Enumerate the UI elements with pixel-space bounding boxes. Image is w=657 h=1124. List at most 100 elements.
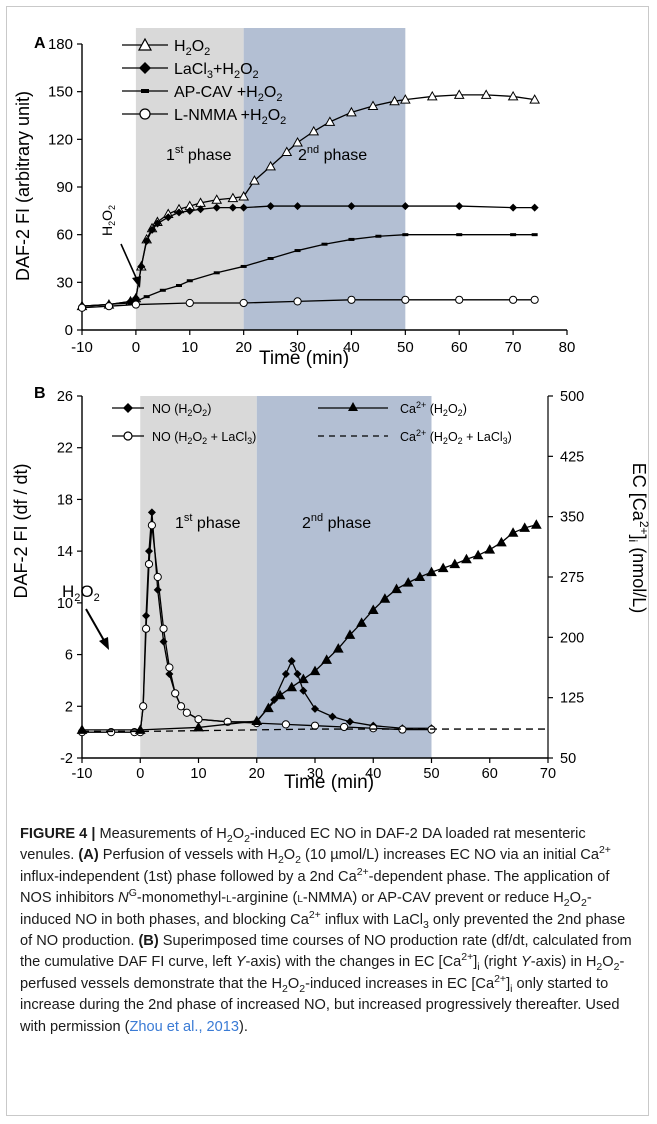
panel-a-arrow [120, 243, 139, 283]
panel-a-series-1-point [266, 202, 275, 211]
panel-a-series-0-point [346, 106, 357, 117]
svg-text:Ca2+ (H2O2 + LaCl3): Ca2+ (H2O2 + LaCl3) [400, 428, 512, 446]
panel-a-series-2-point [510, 233, 517, 237]
panel-a-series-1-point [228, 203, 237, 212]
panel-a-xlabel: Time (min) [259, 348, 349, 369]
panel-a-series-3-point [347, 295, 356, 304]
panel-a-series-2-point [267, 257, 274, 260]
panel-a-series [76, 89, 541, 312]
panel-b-series-2-point [251, 715, 263, 725]
panel-a-series-1-point [530, 203, 539, 212]
legend-a-apcav: AP-CAV +H2O2 [122, 84, 282, 104]
panel-b-series-2-point [286, 681, 298, 692]
svg-text:NO (H2O2 + LaCl3): NO (H2O2 + LaCl3) [152, 430, 256, 446]
panel-b-ytick-label: 6 [65, 648, 73, 664]
panel-b-series-2-point [530, 519, 542, 529]
panel-b-ytick-label: 2 [65, 699, 73, 715]
panel-a-series-2-point [402, 233, 409, 237]
panel-b-ytick-right-label: 500 [560, 389, 584, 405]
panel-a-series-1-point [401, 202, 410, 211]
panel-b-series-2-point [496, 536, 507, 547]
phase2-shading-a [243, 28, 406, 330]
panel-b-series-2-point [321, 654, 333, 664]
panel-b-ytick-label: 10 [57, 596, 73, 612]
panel-b-series-1-point [194, 715, 203, 724]
panel-b-series-2-point [391, 583, 402, 594]
panel-b-series-0-point [287, 657, 296, 666]
panel-b-series-0-point [144, 547, 153, 556]
panel-b-series-1-point [176, 702, 186, 711]
panel-a-xtick-label: 60 [451, 339, 468, 356]
panel-b-xtick-label: 30 [307, 766, 323, 782]
panel-b-series-1-point [144, 559, 154, 569]
panel-a-xtick-label: 80 [559, 339, 576, 356]
panel-b-ytick-label: -2 [60, 751, 73, 767]
panel-b-series-2-point [309, 665, 321, 676]
panel-b-series-2-point [461, 553, 472, 564]
panel-a-ytick-label: 120 [48, 131, 73, 148]
panel-b-series-2-point [484, 544, 496, 554]
panel-a-series-0-point [367, 100, 379, 110]
panel-b-series-2-point [344, 629, 356, 639]
panel-b-series-2-point [356, 617, 367, 627]
panel-b-series-1-point [141, 624, 151, 633]
panel-a-xtick-label: 30 [289, 339, 306, 356]
panel-b-arrow-label: H2O2 [62, 582, 100, 604]
panel-a-ytick-label: 90 [56, 179, 73, 196]
panel-a-series-2-point [159, 288, 166, 292]
panel-a-ylabel: DAF-2 FI (arbitrary unit) [13, 91, 33, 281]
panel-a-series-0-point [238, 191, 250, 201]
panel-b-series-0-point [328, 712, 337, 721]
panel-a-series-0-point [426, 90, 438, 101]
panel-a-series-2-point [213, 271, 220, 275]
panel-a-xtick-label: 50 [397, 339, 414, 356]
panel-b-xtick-label: 60 [482, 766, 498, 782]
panel-b-ytick-right-label: 350 [560, 510, 584, 526]
panel-b-series-1-point [171, 689, 180, 698]
panel-b-series-2-point [193, 721, 204, 732]
panel-b-ytick-right-label: 125 [560, 691, 584, 707]
panel-a-series-1-point [175, 208, 183, 217]
panel-a-series-2-point [143, 295, 150, 299]
svg-text:Ca2+ (H2O2): Ca2+ (H2O2) [400, 400, 467, 418]
panel-a-series-2-point [531, 233, 538, 237]
svg-text:AP-CAV +H2O2: AP-CAV +H2O2 [174, 84, 282, 104]
panel-b-series-2-point [507, 527, 519, 537]
panel-a-series-0-point [399, 94, 411, 104]
panel-a-series-2-point [375, 234, 382, 238]
panel-a-series-1-point [212, 203, 221, 212]
panel-b-ytick-right-label: 425 [560, 449, 584, 465]
panel-a-series-3-point [530, 295, 539, 304]
panel-b-series-2-point [402, 577, 414, 587]
panel-a-series-0-point [292, 136, 303, 147]
panel-a-series-0-point [265, 160, 276, 171]
panel-b-series-1-point [182, 708, 191, 717]
panel-a-series-3-point [509, 295, 518, 304]
panel-a-xtick-label: 10 [181, 339, 198, 356]
panel-b-series-1-point [165, 663, 174, 672]
panel-a-ytick-label: 150 [48, 84, 73, 101]
panel-a-series-0-point [529, 94, 541, 104]
citation-link[interactable]: Zhou et al., 2013 [129, 1018, 240, 1035]
panel-a-series-3-point [77, 303, 87, 312]
legend-a-lnmma: L-NMMA +H2O2 [122, 107, 286, 127]
panel-a-xtick-label: 20 [235, 339, 252, 356]
panel-a-label: A [34, 35, 46, 52]
panel-b-ytick-label: 26 [57, 389, 73, 405]
panel-a-series-0-point [227, 192, 239, 203]
panel-b-series-2-point [263, 702, 274, 713]
panel-b-series-line-3 [82, 728, 548, 733]
panel-b-series-0-point [345, 717, 354, 726]
panel-b-ylabel-right: EC [Ca2+]i (nmol/L) [626, 463, 651, 613]
panel-a-series-1-point [153, 219, 162, 228]
panel-a-series-3-point [293, 297, 302, 306]
panel-b-series-0-point [281, 669, 290, 678]
panel-b-series-1-point [281, 720, 290, 729]
panel-a-series-1-point [509, 203, 518, 212]
panel-a-xtick-label: 70 [505, 339, 522, 356]
panel-b-series-1-point [153, 572, 162, 582]
panel-b-series-1-point [139, 702, 148, 711]
panel-b-xtick-label: 10 [190, 766, 206, 782]
panel-a-series-0-point [480, 89, 492, 99]
